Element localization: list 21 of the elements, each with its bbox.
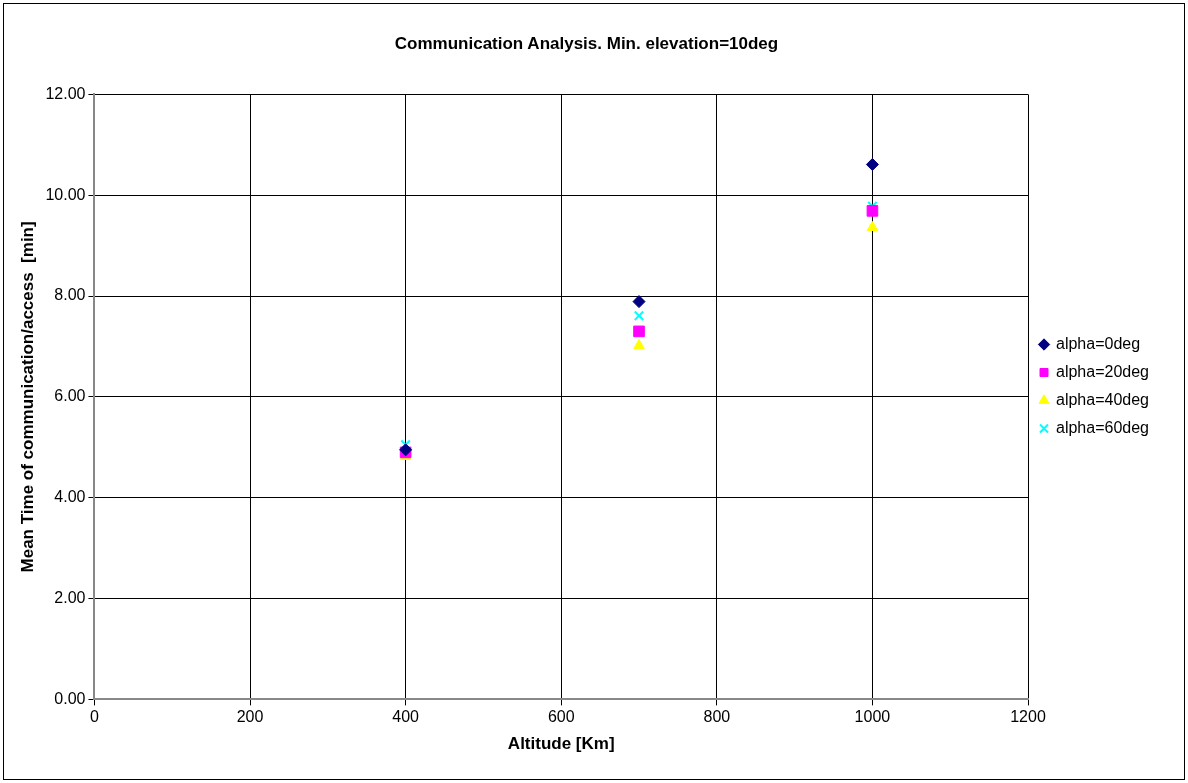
legend-label: alpha=20deg [1056,362,1149,380]
x-tick-label: 1000 [854,708,891,726]
x-tick-label: 200 [236,708,264,726]
y-tick-label: 2.00 [54,588,86,606]
x-axis-title: Altitude [Km] [507,734,615,754]
legend-label: alpha=0deg [1056,334,1141,352]
y-tick-label: 8.00 [54,286,86,304]
x-tick-label: 600 [547,708,575,726]
x-tick-label: 800 [703,708,731,726]
x-tick-label: 400 [392,708,420,726]
chart-title: Communication Analysis. Min. elevation=10deg [394,33,779,53]
y-tick-label: 4.00 [54,488,86,506]
y-tick-label: 0.00 [54,689,86,707]
y-axis-title: Mean Time of communication/access [min] [17,221,37,573]
y-tick-label: 10.00 [45,185,86,203]
x-tick-label: 1200 [1010,708,1046,726]
legend-label: alpha=60deg [1056,418,1149,436]
y-tick-label: 6.00 [54,387,86,405]
y-tick-label: 12.00 [45,84,86,102]
legend-label: alpha=40deg [1056,390,1149,408]
x-tick-label: 0 [89,708,99,726]
